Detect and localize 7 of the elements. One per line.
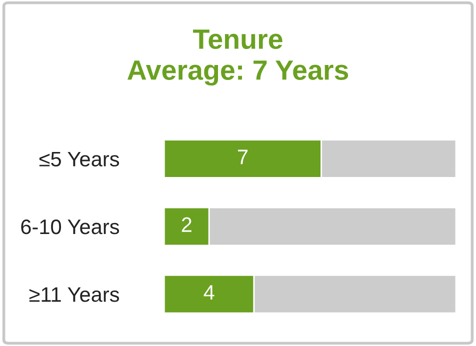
- y-tick-label: ≤5 Years: [39, 152, 120, 167]
- y-tick-label: 6-10 Years: [21, 219, 120, 234]
- chart-title: Tenure Average: 7 Years: [128, 30, 348, 86]
- data-label: 7: [238, 150, 248, 164]
- data-label: 2: [182, 217, 192, 232]
- y-tick-label: ≥11 Years: [29, 287, 120, 302]
- data-label: 4: [204, 285, 214, 300]
